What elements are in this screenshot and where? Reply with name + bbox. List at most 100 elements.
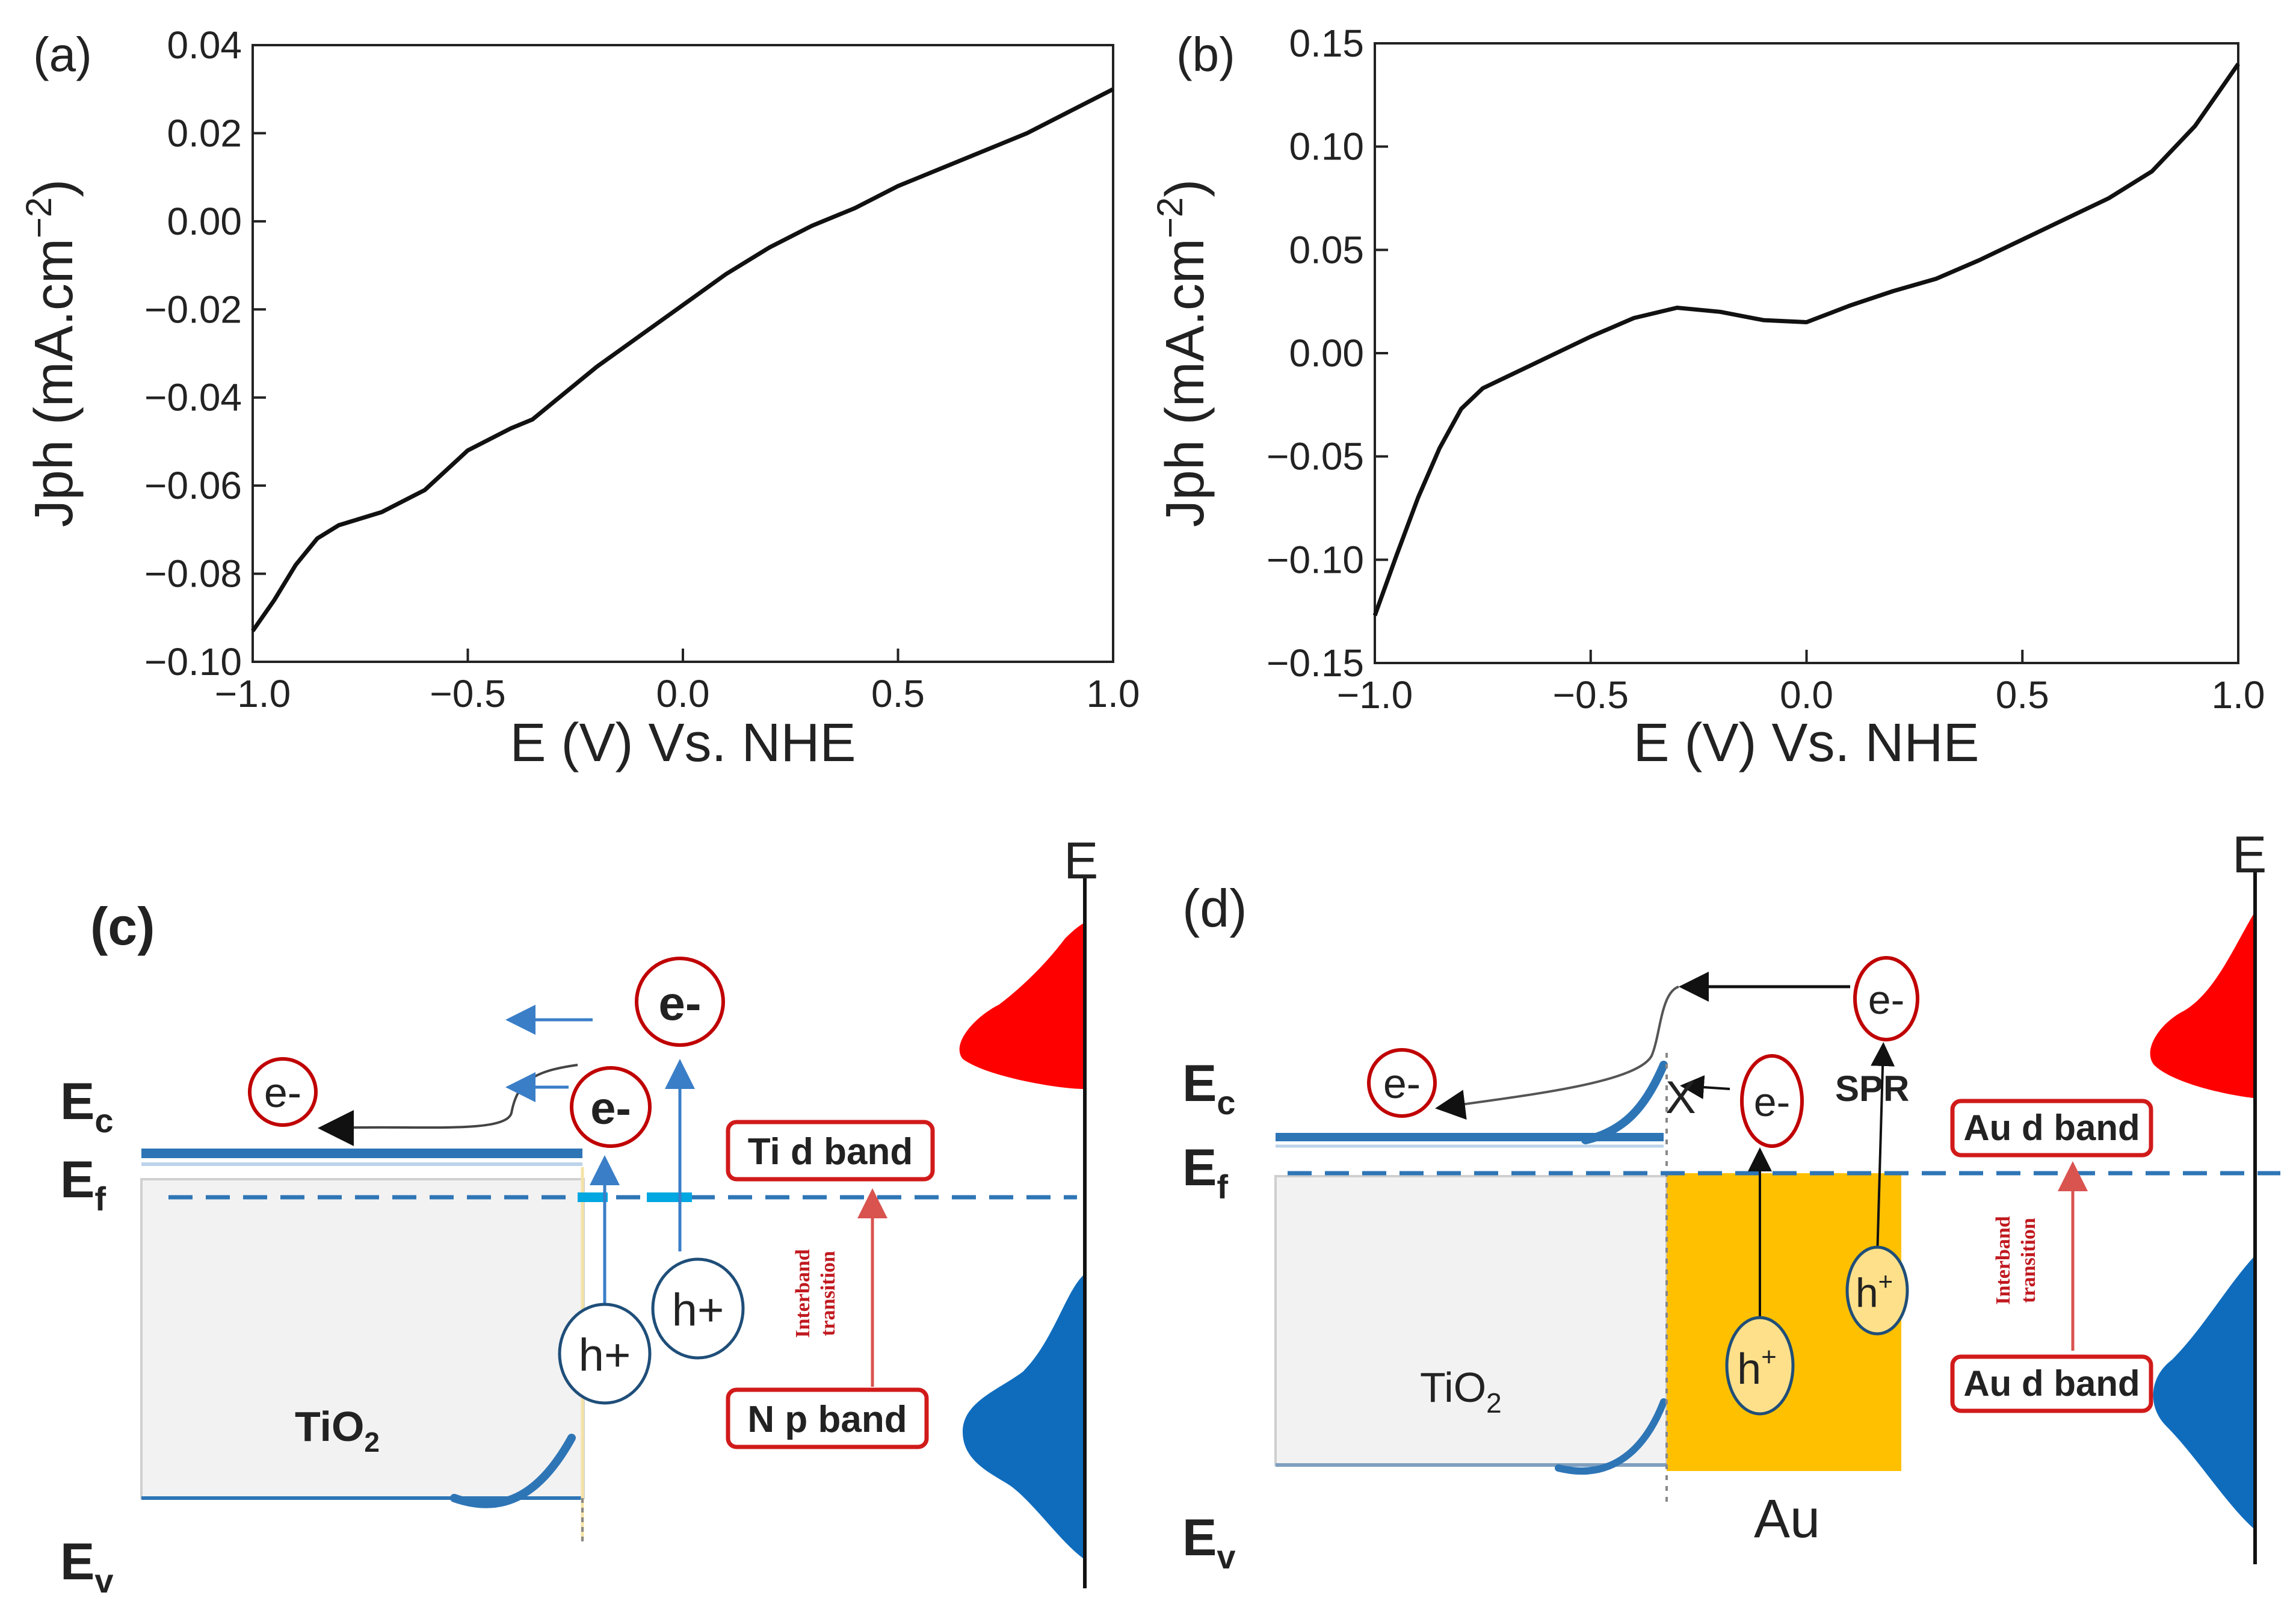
ti-d-band-label: Ti d band [748,1131,913,1173]
hole-circle-c-1 [558,1303,652,1405]
x-tick-label-a: 0.0 [656,672,710,715]
tio2-label-d: TiO2 [1420,1364,1502,1419]
y-tick-label-a: 0.04 [167,23,242,67]
x-tick-label-b: 1.0 [2212,673,2265,717]
electron-circle-c-3 [635,957,725,1047]
excite-arrow-d-2 [1871,1042,1895,1258]
tio2-block-d [1274,1175,1668,1466]
ec-label-d-sub: c [1217,1084,1235,1121]
b-ticks: −1.0 −0.5 0.0 0.5 1.0 −0.15 −0.10 −0.05 0.00 0.05… [1267,22,2265,717]
band-bend-d-bottom [1555,1398,1667,1475]
y-tick-label-b: 0.15 [1289,22,1364,65]
tio2-label-c-sub: 2 [364,1426,380,1458]
ec-label-c-main: E [60,1073,94,1130]
ef-label-d: Ef [1182,1139,1228,1206]
ef-label-c-sub: f [94,1180,106,1218]
band-bend-d-top [1581,1061,1668,1144]
y-axis-label-a: Jph (mA.cm−2) [19,179,84,527]
electron-circle-c-1 [248,1057,318,1127]
y-tick-label-b: −0.15 [1267,641,1364,685]
x-axis-label-b: E (V) Vs. NHE [1633,713,1979,773]
au-d-band-label-top: Au d band [1963,1108,2140,1148]
interband-text-c-1: Interband [792,1249,814,1337]
au-d-band-box-top [1950,1099,2153,1158]
electron-label-c-3: e- [658,976,701,1030]
electron-label-c-2: e- [590,1083,631,1134]
electron-label-d-3: e- [1868,977,1904,1023]
tio2-label-d-main: TiO [1420,1364,1486,1411]
y-tick-label-b: 0.05 [1289,228,1364,271]
chart-b: (b) −1.0 −0.5 0.0 0.5 1.0 −0.15 −0.10 −0.05 0.00… [1150,22,2265,773]
y-tick-label-b: 0.00 [1289,332,1364,375]
hole-label-c-1: h+ [579,1330,631,1381]
interband-text-d-1: Interband [1992,1216,2014,1304]
ef-label-c-main: E [60,1151,94,1209]
x-tick-label-a: 0.5 [871,672,925,715]
panel-label-b: (b) [1176,28,1235,81]
series-line-b [1372,63,2240,617]
hole-label-d-1-main: h [1737,1345,1761,1393]
a-ticks: −1.0 −0.5 0.0 0.5 1.0 −0.10 −0.08 −0.06 −0.04 −0.… [144,23,1140,715]
ti-d-band-box [726,1120,935,1182]
transfer-arrow-d [1435,1090,1467,1120]
x-tick-label-b: −1.0 [1337,673,1413,717]
y-tick-label-a: 0.00 [167,200,242,243]
panel-label-a: (a) [33,28,92,81]
hole-label-d-2: h+ [1856,1267,1893,1316]
ev-label-d-main: E [1182,1509,1217,1567]
energy-axis-label-c: E [1064,832,1098,890]
electron-label-c-1: e- [264,1069,301,1116]
x-tick-label-b: −0.5 [1553,673,1629,717]
x-tick-label-a: 1.0 [1087,672,1140,715]
hole-circle-c-2 [651,1257,745,1360]
interband-text-d: Interband transition [1992,1216,2040,1304]
ec-label-d-main: E [1182,1055,1217,1112]
electron-label-d-1: e- [1383,1060,1421,1107]
panel-label-d: (d) [1182,878,1247,938]
hole-circle-d-2 [1845,1245,1909,1336]
y-tick-label-b: 0.10 [1289,125,1364,168]
x-tick-label-b: 0.5 [1996,673,2049,717]
tio2-label-c: TiO2 [295,1403,380,1458]
diagram-c: (c) Ec Ef Ev TiO2 e- e- e- h+ [60,832,1098,1600]
y-tick-label-a: −0.06 [144,464,242,507]
y-axis-label-a-close: ) [24,179,84,197]
ec-label-c: Ec [60,1073,114,1140]
tio2-block-c [140,1178,585,1499]
dos-valence-d [2153,1257,2253,1528]
ef-label-c: Ef [60,1151,106,1218]
y-tick-label-a: −0.02 [144,288,242,331]
y-tick-label-a: −0.10 [144,640,242,683]
hole-label-d-2-main: h [1856,1270,1878,1316]
y-axis-label-b-sup: −2 [1150,197,1190,238]
hole-label-c-2: h+ [672,1284,724,1336]
au-label: Au [1754,1489,1820,1549]
ec-label-d: Ec [1182,1055,1236,1121]
hole-label-d-1-sup: + [1761,1342,1777,1372]
x-tick-label-a: −1.0 [215,672,291,715]
electron-circle-d-3 [1853,956,1919,1041]
electron-label-d-2: e- [1754,1079,1790,1125]
y-tick-label-b: −0.05 [1267,435,1364,478]
blocked-x-label: X [1665,1072,1696,1123]
y-axis-label-b-main: Jph (mA.cm [1155,238,1215,527]
ev-label-c: Ev [60,1533,114,1600]
hole-circle-d-1 [1725,1316,1795,1416]
plot-frame-b [1374,42,2239,664]
electron-circle-d-2 [1740,1054,1804,1148]
dos-valence-c [963,1275,1083,1558]
dos-conduction-c [959,924,1083,1089]
tio2-label-c-main: TiO [295,1403,364,1450]
y-tick-label-b: −0.10 [1267,538,1364,581]
chart-a: (a) −1.0 −0.5 0.0 0.5 1.0 −0.10 −0.08 −0.06 −0.0… [19,23,1140,773]
y-tick-label-a: −0.08 [144,552,242,596]
dos-conduction-d [2150,914,2253,1098]
ev-label-c-main: E [60,1533,94,1591]
au-d-band-box-bottom [1950,1354,2153,1413]
ec-label-c-sub: c [94,1102,113,1140]
interband-text-c-2: transition [817,1251,839,1336]
plot-frame-a [252,44,1114,663]
series-line-a [251,87,1114,632]
interband-text-c: Interband transition [792,1249,839,1337]
